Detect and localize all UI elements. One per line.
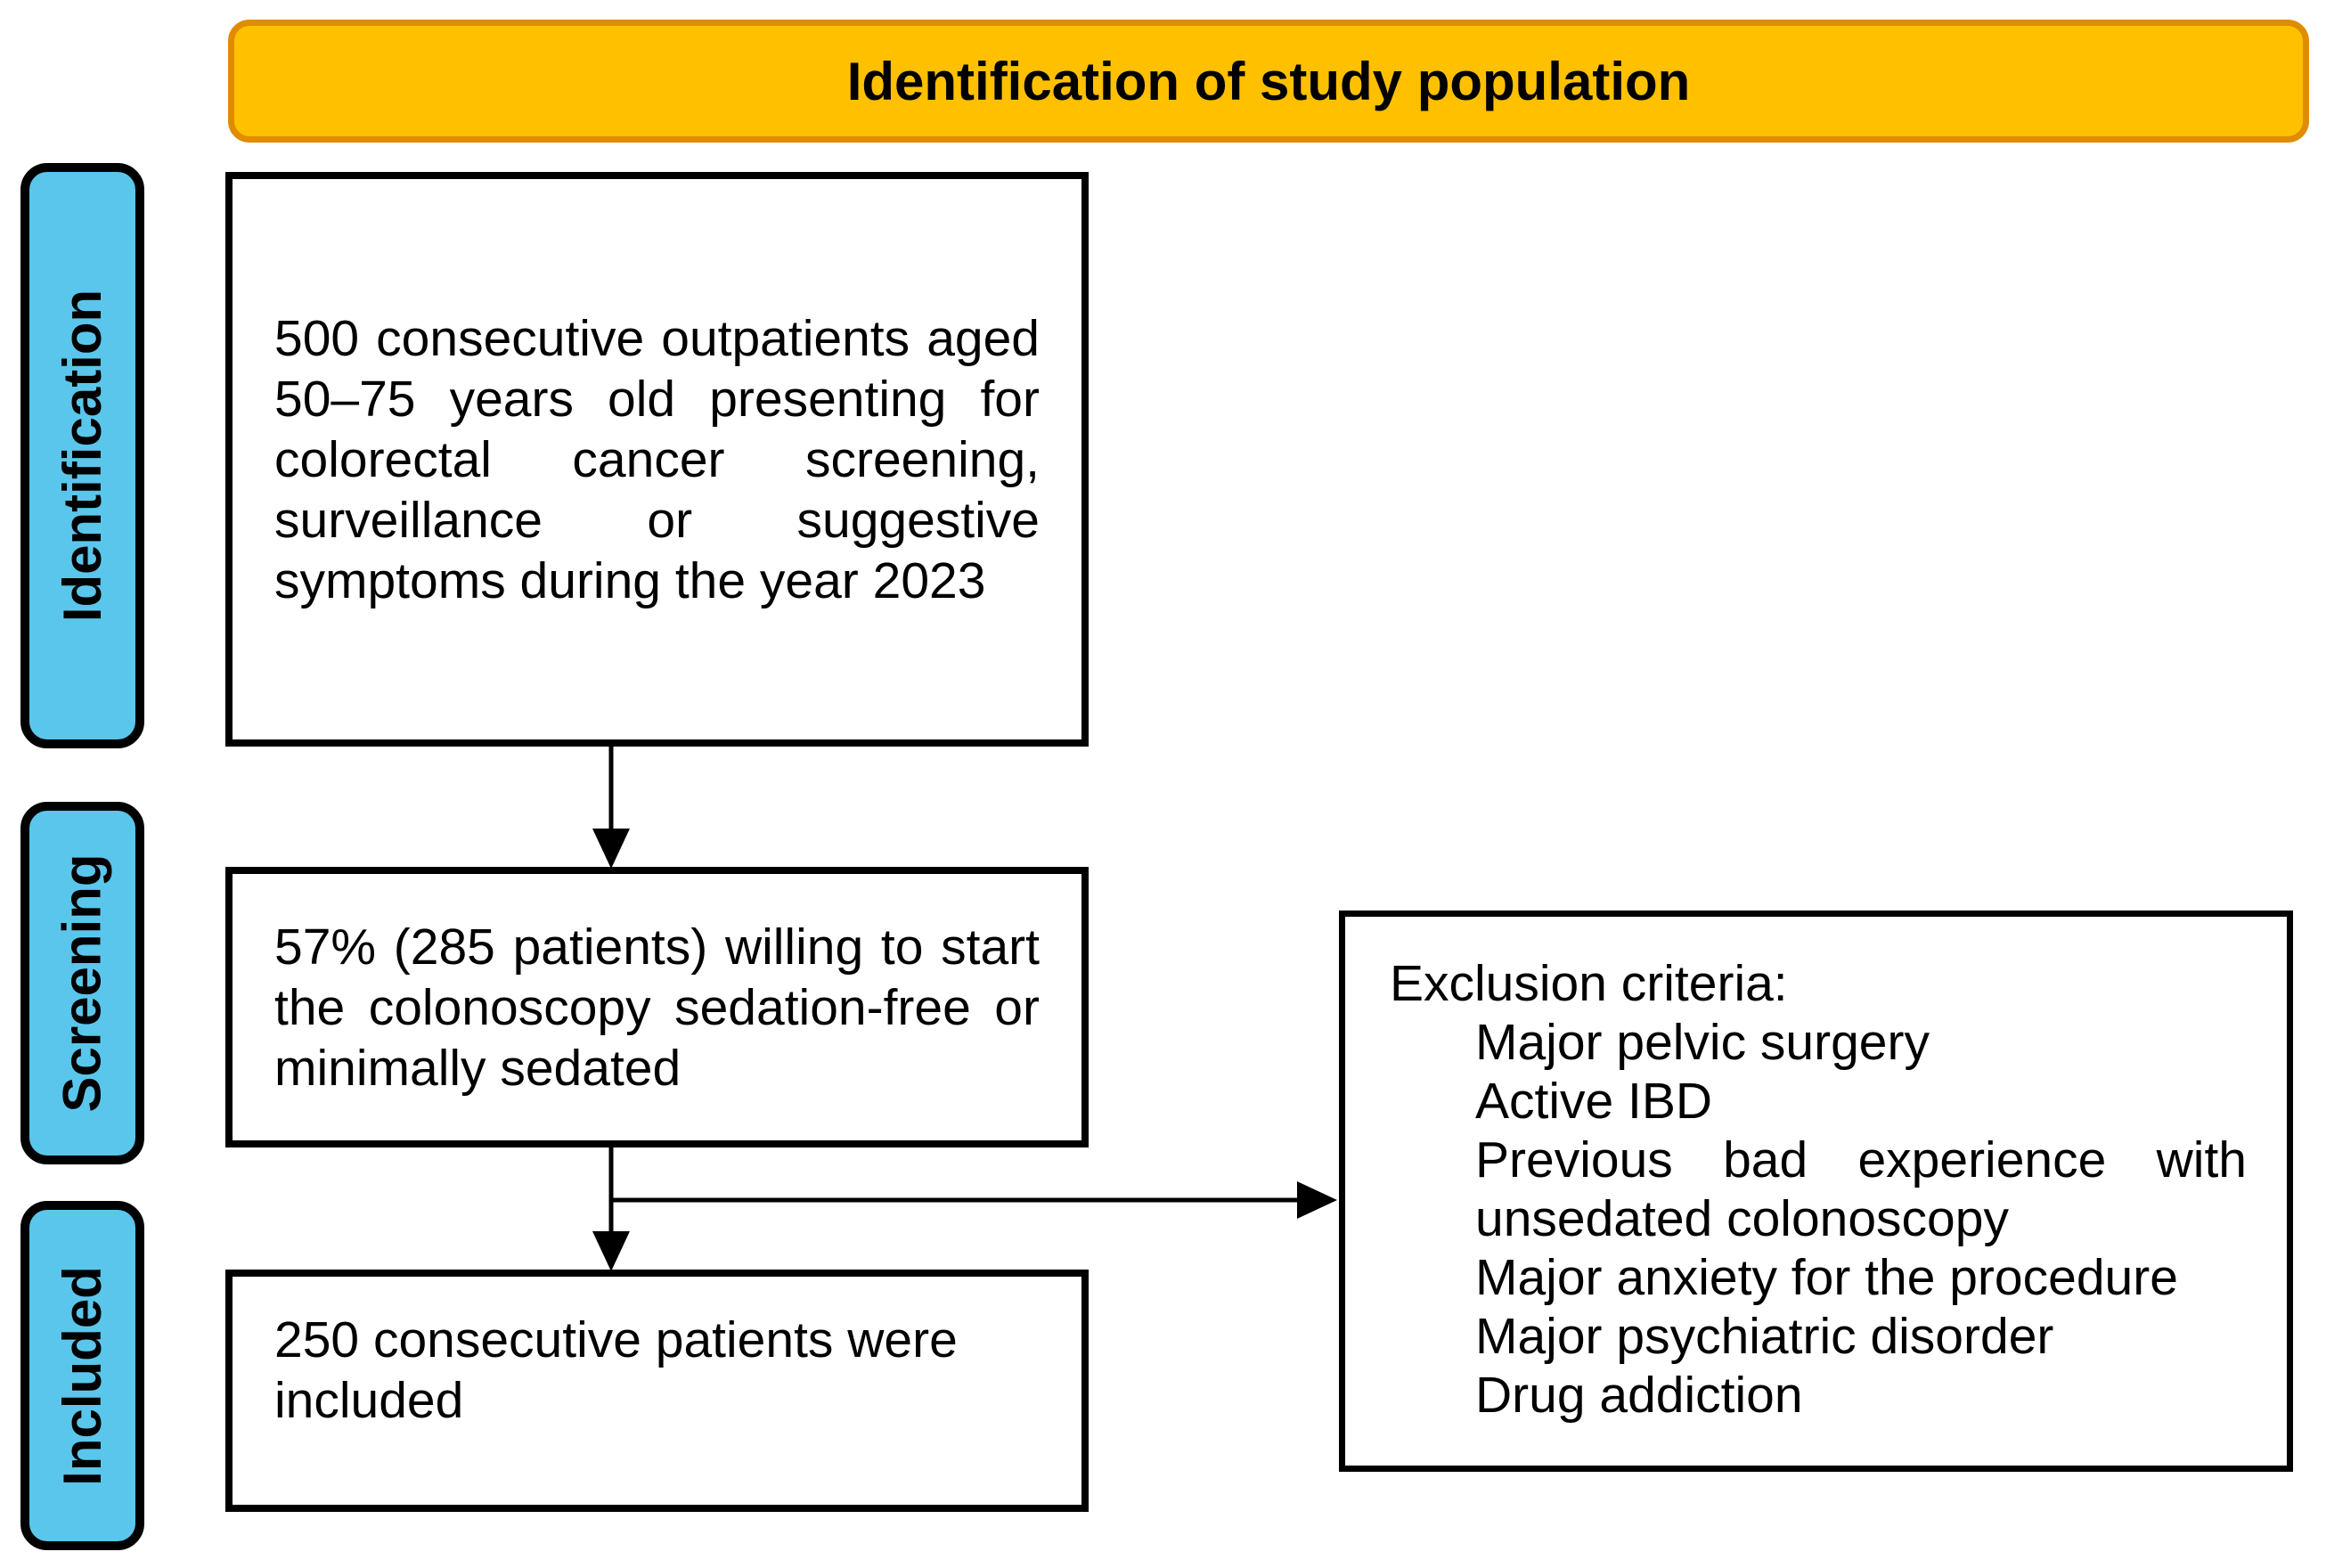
stage-label-identification: Identification <box>53 289 112 623</box>
exclusion-item: Major pelvic surgery <box>1475 1014 1930 1071</box>
arrowhead-down-screening <box>592 829 630 869</box>
stage-box-identification: Identification <box>20 163 144 748</box>
exclusion-item: Major psychiatric disorder <box>1475 1308 2054 1365</box>
box-included-patients: 250 consecutive patients were included <box>225 1270 1089 1512</box>
arrowhead-down-included <box>592 1231 630 1271</box>
banner-identification-of-study-population: Identification of study population <box>228 20 2309 143</box>
box-exclusion-criteria: Exclusion criteria: Major pelvic surgery… <box>1339 911 2293 1472</box>
exclusion-item: Drug addiction <box>1475 1367 1803 1424</box>
box-screening-result-text: 57% (285 patients) willing to start the … <box>274 918 1040 1097</box>
exclusion-criteria-title: Exclusion criteria: <box>1390 955 1788 1012</box>
stage-label-included: Included <box>53 1265 112 1486</box>
exclusion-item: Active IBD <box>1475 1073 1713 1130</box>
box-screening-result: 57% (285 patients) willing to start the … <box>225 867 1089 1147</box>
arrowhead-right-exclusion <box>1297 1181 1337 1219</box>
banner-title: Identification of study population <box>846 51 1691 111</box>
box-included-patients-text: 250 consecutive patients were included <box>274 1311 958 1429</box>
stage-box-screening: Screening <box>20 802 144 1164</box>
stage-label-screening: Screening <box>53 853 113 1113</box>
exclusion-item: Previous bad experience with unsedated c… <box>1475 1131 2247 1247</box>
box-population: 500 consecutive outpatients aged 50–75 y… <box>225 172 1089 747</box>
exclusion-item: Major anxiety for the procedure <box>1475 1249 2178 1306</box>
box-population-text: 500 consecutive outpatients aged 50–75 y… <box>274 309 1040 609</box>
stage-box-included: Included <box>20 1201 144 1550</box>
